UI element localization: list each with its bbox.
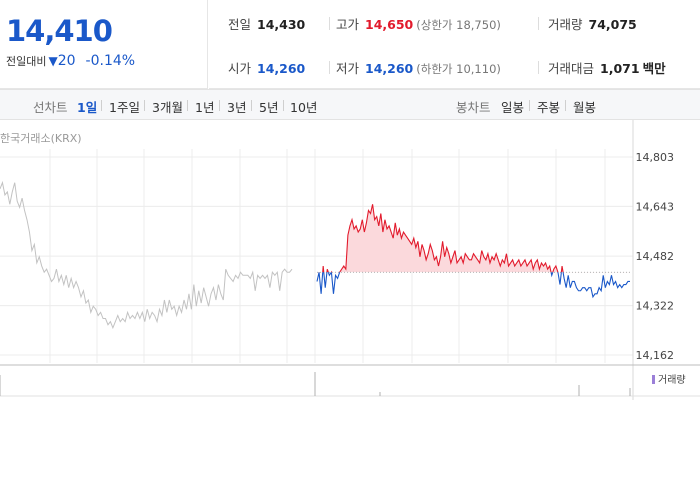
y-tick-label: 14,162: [636, 349, 675, 362]
volume-swatch: [652, 375, 655, 384]
period-1w[interactable]: 1주일: [109, 100, 140, 115]
divider: [329, 61, 330, 74]
divider: [144, 100, 145, 111]
period-3y[interactable]: 3년: [227, 100, 247, 115]
volume-legend: 거래량: [652, 371, 686, 386]
divider: [329, 17, 330, 30]
stat-open: 시가 14,260: [228, 58, 305, 77]
period-3m[interactable]: 3개월: [152, 100, 183, 115]
divider: [283, 100, 284, 111]
stat-label: 시가: [228, 61, 252, 76]
line-chart-title: 선차트: [33, 100, 68, 115]
stat-value: 14,260: [257, 61, 306, 76]
stat-label: 고가: [336, 17, 360, 32]
stat-high: 고가 14,650 (상한가 18,750): [336, 14, 501, 33]
stat-volume: 거래량 74,075: [548, 14, 637, 33]
y-tick-label: 14,322: [636, 300, 675, 313]
stat-low: 저가 14,260 (하한가 10,110): [336, 58, 501, 77]
stat-value: 14,430: [257, 17, 306, 32]
divider: [219, 100, 220, 111]
stat-label: 거래량: [548, 17, 583, 32]
divider: [565, 100, 566, 111]
stat-amount: 거래대금 1,071 백만: [548, 58, 666, 77]
divider: [529, 100, 530, 111]
candle-monthly[interactable]: 월봉: [573, 100, 597, 115]
stat-label: 전일: [228, 17, 252, 32]
current-price-panel: 14,410 전일대비 ▼20 -0.14%: [0, 0, 208, 89]
stat-value: 1,071: [600, 61, 640, 76]
divider: [187, 100, 188, 111]
change-value: 20: [57, 53, 76, 69]
y-tick-label: 14,482: [636, 250, 675, 263]
stat-value: 14,650: [365, 17, 414, 32]
stat-unit: 백만: [642, 61, 666, 76]
candle-weekly[interactable]: 주봉: [537, 100, 561, 115]
data-source: 한국거래소(KRX): [0, 132, 82, 145]
period-5y[interactable]: 5년: [259, 100, 279, 115]
stat-value: 74,075: [588, 17, 637, 32]
period-1y[interactable]: 1년: [195, 100, 215, 115]
candle-daily[interactable]: 일봉: [501, 100, 525, 115]
stat-label: 저가: [336, 61, 360, 76]
stat-sub: (하한가 10,110): [416, 62, 501, 76]
today-line-up: [318, 204, 564, 273]
candle-chart-title: 봉차트: [456, 100, 491, 115]
stat-prev-close: 전일 14,430: [228, 14, 305, 33]
stat-label: 거래대금: [548, 61, 595, 76]
down-triangle-icon: ▼: [48, 54, 58, 68]
period-bar: 선차트 1일 1주일 3개월 1년 3년 5년 10년 봉차트 일봉 주봉 월봉: [0, 89, 700, 120]
y-tick-label: 14,803: [636, 151, 675, 164]
period-1d[interactable]: 1일: [77, 100, 98, 115]
stats-panel: 전일 14,430 고가 14,650 (상한가 18,750) 거래량 74,075 …: [209, 0, 700, 89]
change-label: 전일대비: [6, 55, 47, 68]
divider: [251, 100, 252, 111]
today-line-down: [316, 272, 630, 299]
stat-sub: (상한가 18,750): [416, 18, 501, 32]
volume-legend-label: 거래량: [658, 375, 686, 386]
change-percent: -0.14%: [85, 53, 136, 69]
current-price: 14,410: [6, 14, 113, 48]
up-area-fill: [317, 204, 630, 273]
divider: [538, 61, 539, 74]
stat-value: 14,260: [365, 61, 414, 76]
prev-day-line: [0, 180, 293, 330]
price-change-row: 전일대비 ▼20 -0.14%: [6, 53, 135, 69]
price-chart[interactable]: 14,803 14,643 14,482 14,322 14,162: [0, 120, 700, 400]
period-10y[interactable]: 10년: [290, 100, 318, 115]
y-tick-label: 14,643: [636, 200, 675, 213]
divider: [538, 17, 539, 30]
divider: [101, 100, 102, 111]
